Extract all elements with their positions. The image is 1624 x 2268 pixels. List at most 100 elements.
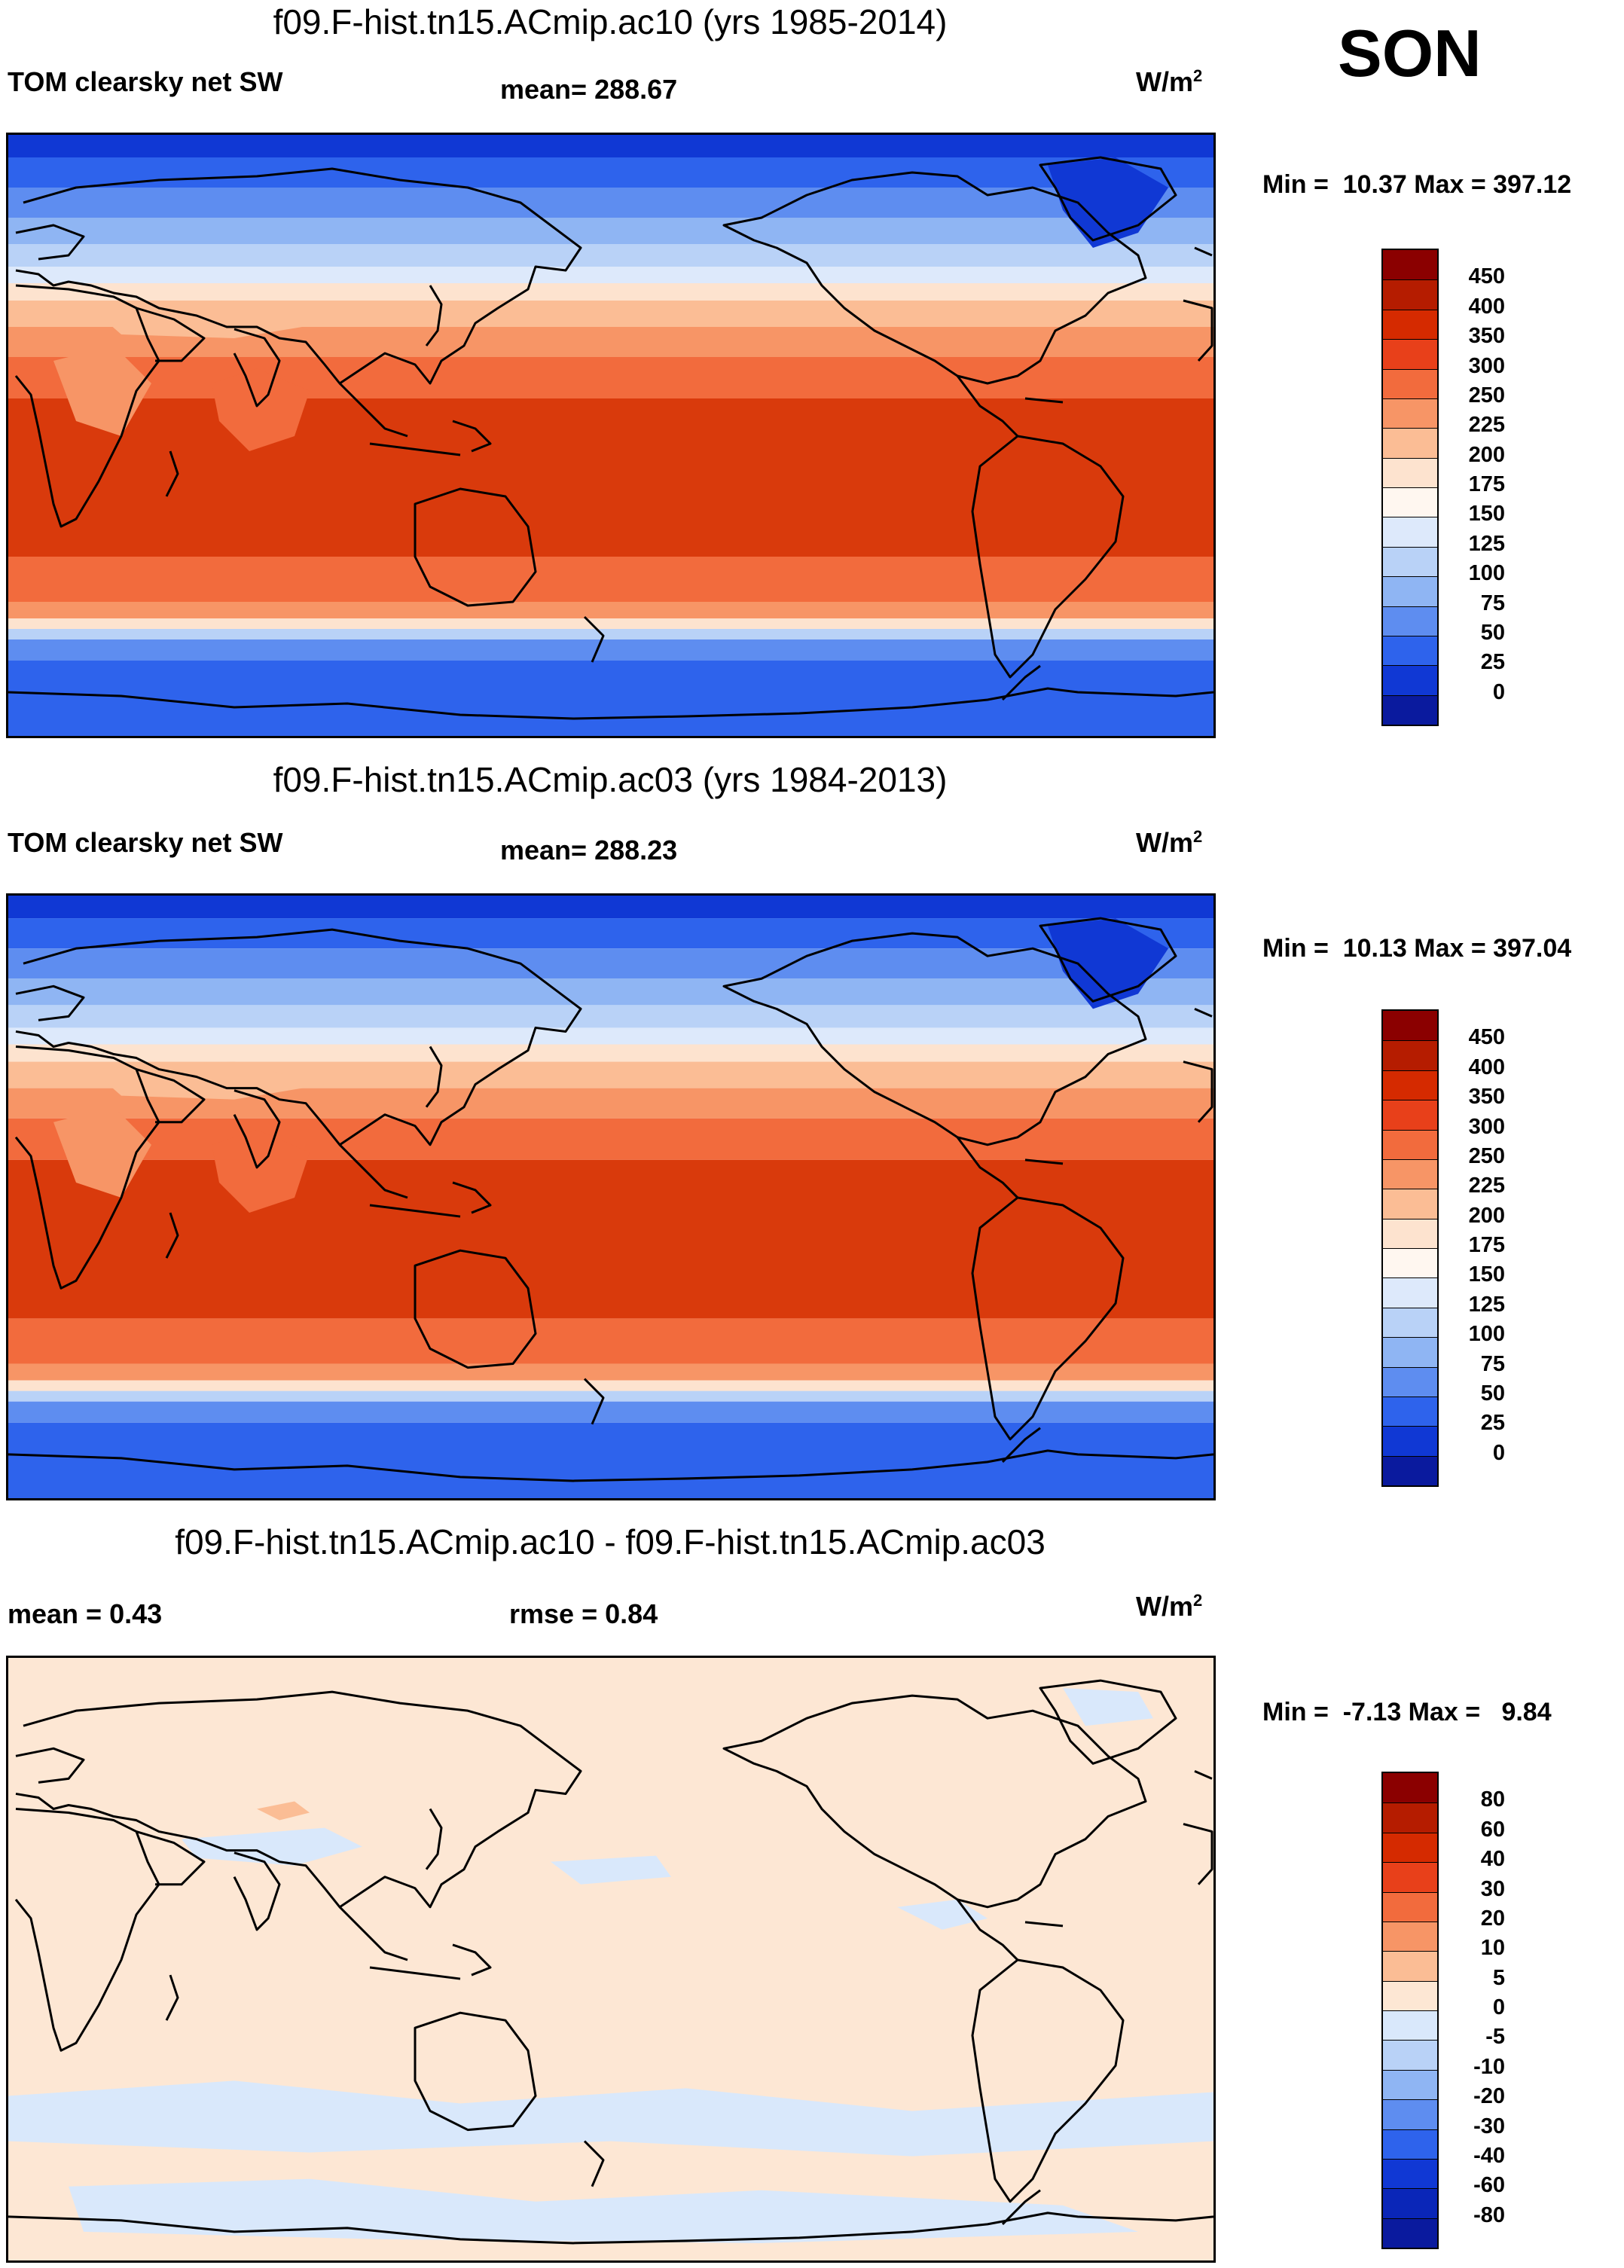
colorbar-segment [1383, 487, 1437, 517]
colorbar-tick-label: -10 [1473, 2054, 1505, 2079]
colorbar-segment [1383, 1951, 1437, 1981]
colorbar-tick-label: 50 [1480, 1381, 1505, 1406]
colorbar-segment [1383, 428, 1437, 458]
colorbar-segment [1383, 1307, 1437, 1338]
colorbar-tick-label: 50 [1480, 620, 1505, 645]
colorbar-tick-label: 350 [1468, 324, 1505, 349]
colorbar-tick-label: 10 [1480, 1936, 1505, 1961]
colorbar-segment [1383, 2129, 1437, 2159]
panel-1-mean-label: mean= 288.67 [500, 74, 678, 105]
colorbar-tick-label: 150 [1468, 1262, 1505, 1287]
colorbar-segment [1383, 1802, 1437, 1833]
colorbar-segment [1383, 1158, 1437, 1189]
colorbar-tick-label: 175 [1468, 472, 1505, 496]
panel-1-colorbar [1381, 249, 1439, 726]
panel-2-variable-label: TOM clearsky net SW [8, 827, 283, 858]
colorbar-tick-label: 350 [1468, 1085, 1505, 1110]
colorbar-tick-label: 100 [1468, 561, 1505, 586]
colorbar-tick-label: 100 [1468, 1322, 1505, 1347]
colorbar-segment [1383, 1277, 1437, 1308]
colorbar-tick-label: 300 [1468, 353, 1505, 378]
panel-1-title: f09.F-hist.tn15.ACmip.ac10 (yrs 1985-201… [273, 2, 948, 41]
colorbar-tick-label: 125 [1468, 1292, 1505, 1317]
colorbar-tick-label: -60 [1473, 2173, 1505, 2198]
colorbar-tick-label: 75 [1480, 591, 1505, 615]
colorbar-segment [1383, 1832, 1437, 1863]
colorbar-tick-label: 125 [1468, 531, 1505, 556]
panel-2-minmax: Min = 10.13 Max = 397.04 [1262, 934, 1572, 963]
panel-3-units: W/m2 [1136, 1591, 1203, 1622]
colorbar-segment [1383, 309, 1437, 340]
colorbar-segment [1383, 1248, 1437, 1278]
colorbar-tick-label: 0 [1492, 1440, 1505, 1465]
colorbar-tick-label: 450 [1468, 264, 1505, 289]
colorbar-segment [1383, 1189, 1437, 1219]
colorbar-segment [1383, 1129, 1437, 1159]
colorbar-segment [1383, 1337, 1437, 1367]
colorbar-tick-label: 400 [1468, 1055, 1505, 1079]
colorbar-segment [1383, 1980, 1437, 2010]
panel-2-colorbar [1381, 1009, 1439, 1487]
panel-3-map [6, 1656, 1216, 2263]
colorbar-segment [1383, 368, 1437, 398]
colorbar-tick-label: -40 [1473, 2143, 1505, 2168]
colorbar-tick-label: 225 [1468, 413, 1505, 438]
colorbar-tick-label: 200 [1468, 442, 1505, 467]
colorbar-segment [1383, 2218, 1437, 2248]
panel-1-minmax: Min = 10.37 Max = 397.12 [1262, 170, 1572, 199]
colorbar-tick-label: 30 [1480, 1876, 1505, 1901]
colorbar-segment [1383, 1921, 1437, 1952]
colorbar-segment [1383, 635, 1437, 666]
colorbar-tick-label: 450 [1468, 1025, 1505, 1050]
colorbar-tick-label: -5 [1485, 2025, 1505, 2050]
colorbar-tick-label: -20 [1473, 2084, 1505, 2109]
panel-2-map [6, 893, 1216, 1500]
colorbar-segment [1383, 1455, 1437, 1485]
panel-3-minmax: Min = -7.13 Max = 9.84 [1262, 1698, 1552, 1726]
colorbar-segment [1383, 1891, 1437, 1922]
panel-3-colorbar [1381, 1772, 1439, 2249]
colorbar-segment [1383, 517, 1437, 547]
colorbar-segment [1383, 1070, 1437, 1100]
colorbar-segment [1383, 457, 1437, 487]
colorbar-segment [1383, 576, 1437, 606]
panel-2-mean-label: mean= 288.23 [500, 835, 678, 865]
colorbar-segment [1383, 2040, 1437, 2070]
colorbar-tick-label: 25 [1480, 650, 1505, 675]
colorbar-tick-label: 225 [1468, 1174, 1505, 1198]
colorbar-segment [1383, 546, 1437, 577]
colorbar-segment [1383, 2069, 1437, 2100]
colorbar-segment [1383, 606, 1437, 636]
colorbar-segment [1383, 250, 1437, 280]
colorbar-tick-label: 25 [1480, 1411, 1505, 1436]
colorbar-tick-label: 5 [1492, 1965, 1505, 1990]
colorbar-tick-label: 80 [1480, 1787, 1505, 1812]
colorbar-segment [1383, 2188, 1437, 2218]
colorbar-segment [1383, 2099, 1437, 2129]
colorbar-tick-label: 250 [1468, 1143, 1505, 1168]
colorbar-segment [1383, 665, 1437, 695]
colorbar-tick-label: 250 [1468, 383, 1505, 408]
colorbar-tick-label: 60 [1480, 1817, 1505, 1842]
panel-3-title: f09.F-hist.tn15.ACmip.ac10 - f09.F-hist.… [175, 1522, 1046, 1561]
panel-1-variable-label: TOM clearsky net SW [8, 66, 283, 97]
colorbar-segment [1383, 279, 1437, 310]
panel-1-map [6, 133, 1216, 738]
colorbar-tick-label: 175 [1468, 1233, 1505, 1257]
colorbar-segment [1383, 694, 1437, 725]
colorbar-segment [1383, 1426, 1437, 1456]
colorbar-tick-label: 150 [1468, 502, 1505, 527]
colorbar-tick-label: 400 [1468, 294, 1505, 319]
colorbar-segment [1383, 1366, 1437, 1397]
colorbar-tick-label: 75 [1480, 1351, 1505, 1376]
colorbar-segment [1383, 339, 1437, 369]
colorbar-tick-label: -30 [1473, 2114, 1505, 2138]
colorbar-tick-label: 300 [1468, 1114, 1505, 1139]
colorbar-tick-label: 40 [1480, 1847, 1505, 1872]
colorbar-tick-label: 0 [1492, 679, 1505, 704]
season-label: SON [1338, 16, 1482, 90]
colorbar-segment [1383, 2010, 1437, 2041]
colorbar-segment [1383, 1773, 1437, 1803]
panel-1-units: W/m2 [1136, 66, 1203, 97]
colorbar-tick-label: 20 [1480, 1906, 1505, 1931]
